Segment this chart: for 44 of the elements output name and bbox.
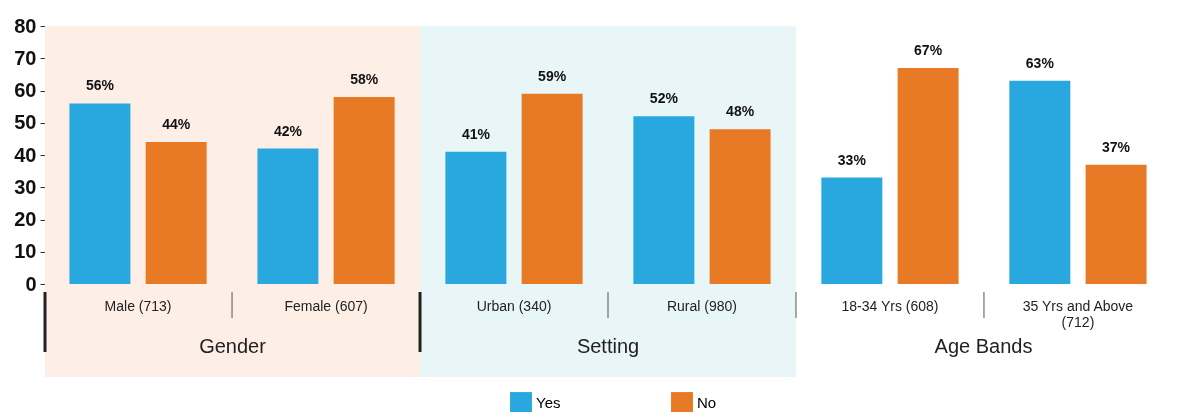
legend-label: Yes — [536, 394, 561, 412]
bar — [445, 151, 507, 284]
bar — [257, 148, 319, 284]
data-label: 52% — [649, 90, 679, 107]
data-label: 63% — [1025, 54, 1055, 71]
bar — [1085, 164, 1147, 284]
y-tick-label: 0 — [25, 272, 37, 295]
bar — [521, 93, 583, 284]
y-tick-label: 70 — [14, 46, 37, 69]
bar — [1009, 80, 1071, 284]
y-tick-label: 60 — [14, 79, 37, 101]
bar — [633, 116, 695, 284]
data-label: 42% — [273, 122, 303, 139]
y-tick-label: 30 — [14, 175, 37, 198]
x-tick-label: Rural (980) — [666, 298, 738, 314]
bar — [333, 96, 395, 284]
legend-label: No — [697, 394, 717, 412]
y-tick-label: 20 — [14, 208, 37, 230]
data-label: 56% — [85, 77, 115, 94]
x-tick-label: 35 Yrs and Above (712) — [1022, 298, 1134, 330]
band-label: Setting — [576, 335, 640, 357]
y-tick-label: 40 — [14, 143, 37, 166]
x-tick-label: 18-34 Yrs (608) — [841, 298, 939, 314]
data-label: 58% — [350, 70, 379, 87]
data-label: 59% — [538, 67, 567, 84]
x-tick-label: Urban (340) — [476, 298, 552, 314]
bar — [821, 177, 883, 284]
bar — [897, 67, 959, 284]
y-tick-label: 80 — [14, 14, 37, 37]
data-label: 48% — [726, 103, 755, 120]
band-label: Gender — [199, 335, 267, 357]
y-tick-label: 10 — [14, 240, 37, 263]
bar — [145, 142, 207, 284]
data-label: 37% — [1102, 138, 1131, 155]
x-tick-label: Female (607) — [284, 298, 368, 314]
x-tick-label: Male (713) — [104, 298, 172, 314]
bar — [709, 129, 771, 284]
data-label: 33% — [837, 151, 867, 168]
data-label: 67% — [914, 41, 943, 58]
y-tick-label: 50 — [14, 111, 37, 134]
data-label: 41% — [461, 125, 491, 142]
data-label: 44% — [162, 116, 191, 133]
text: Age Bands — [934, 335, 1033, 357]
bar — [69, 103, 131, 284]
